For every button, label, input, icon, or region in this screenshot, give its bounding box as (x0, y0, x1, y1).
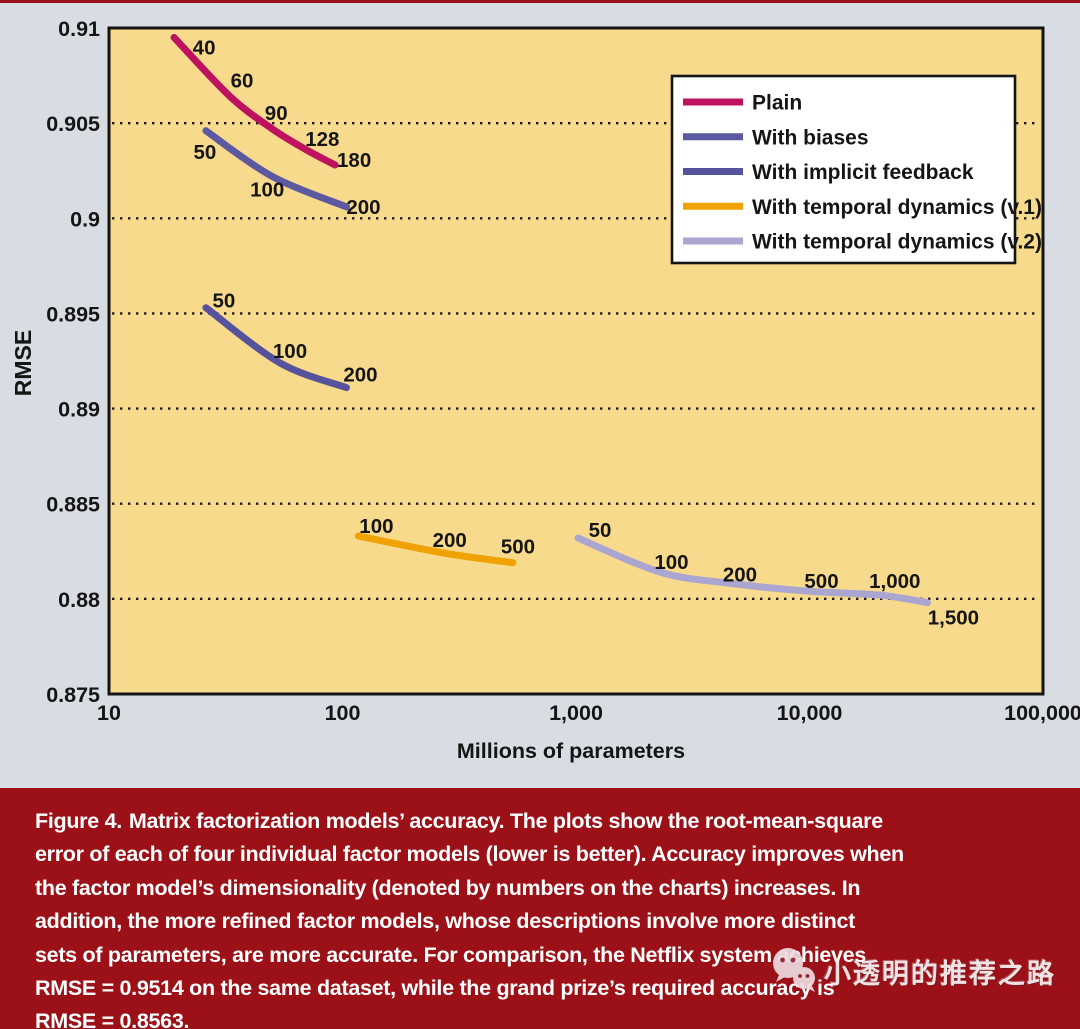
point-label: 500 (501, 536, 535, 559)
wechat-logo-icon (773, 948, 815, 992)
watermark: 小透明的推荐之路 (770, 946, 1056, 996)
caption-text: Matrix factorization models’ accuracy. T… (128, 809, 883, 833)
point-label: 1,000 (869, 570, 920, 593)
legend-label-with-temporal-dynamics-v-2: With temporal dynamics (v.2) (752, 231, 1042, 254)
point-label: 200 (346, 196, 380, 219)
y-tick-label: 0.895 (46, 302, 100, 326)
legend-label-with-temporal-dynamics-v-1: With temporal dynamics (v.1) (752, 196, 1042, 219)
legend-label-plain: Plain (752, 92, 802, 115)
point-label: 50 (212, 290, 235, 313)
x-tick-label: 1,000 (549, 701, 603, 725)
y-tick-label: 0.875 (46, 683, 100, 707)
point-label: 128 (305, 128, 339, 151)
point-label: 40 (193, 37, 216, 60)
point-label: 200 (723, 564, 757, 587)
point-label: 100 (250, 178, 284, 201)
point-label: 200 (343, 364, 377, 387)
x-tick-label: 10,000 (777, 701, 843, 725)
point-label: 100 (273, 340, 307, 363)
caption-line-6: RMSE = 0.9514 on the same dataset, while… (35, 976, 835, 1001)
x-axis-title: Millions of parameters (457, 739, 685, 763)
point-label: 50 (193, 141, 216, 164)
caption-line-1: Figure 4. Matrix factorization models’ ac… (35, 805, 1060, 838)
caption-line-7: RMSE = 0.8563. (35, 1009, 190, 1029)
point-label: 60 (231, 70, 254, 93)
series-line-with-temporal-dynamics-v-2 (574, 534, 931, 607)
caption-line-4: addition, the more refined factor models… (35, 909, 856, 934)
series-line-with-implicit-feedback (202, 304, 350, 392)
caption-line-5: sets of parameters, are more accurate. F… (35, 942, 866, 967)
y-axis-title: RMSE (10, 330, 36, 396)
y-tick-label: 0.885 (46, 493, 100, 517)
y-tick-label: 0.9 (70, 207, 100, 231)
caption-line-2: error of each of four individual factor … (35, 842, 904, 867)
point-label: 1,500 (928, 607, 979, 630)
chart-panel: 40 60 90 128 180 50 100 200 50 100 200 100 200 500 50 1… (0, 3, 1080, 788)
watermark-text: 小透明的推荐之路 (824, 958, 1056, 989)
point-label: 90 (265, 102, 288, 125)
point-label: 200 (433, 529, 467, 552)
point-label: 180 (337, 149, 371, 172)
legend-label-with-implicit-feedback: With implicit feedback (752, 161, 974, 184)
y-tick-label: 0.905 (46, 112, 100, 136)
y-tick-label: 0.89 (58, 398, 100, 422)
point-label: 100 (359, 515, 393, 538)
point-label: 50 (589, 519, 612, 542)
x-tick-label: 10 (97, 701, 121, 725)
legend-label-with-biases: With biases (752, 126, 869, 149)
caption-line-3: the factor model’s dimensionality (denot… (35, 875, 861, 900)
y-tick-label: 0.88 (58, 588, 100, 612)
point-label: 100 (654, 551, 688, 574)
series-line-plain (170, 34, 339, 169)
point-label: 500 (804, 570, 838, 593)
x-tick-label: 100,000 (1004, 701, 1080, 725)
top-red-strip (0, 0, 1080, 3)
series-line-with-biases (202, 127, 350, 211)
x-tick-label: 100 (325, 701, 361, 725)
series-line-with-temporal-dynamics-v-1 (354, 532, 517, 567)
y-tick-label: 0.91 (58, 17, 100, 41)
figure-caption: Figure 4. Matrix factorization models’ ac… (0, 788, 1080, 1029)
figure-label: Figure 4. (35, 809, 122, 833)
